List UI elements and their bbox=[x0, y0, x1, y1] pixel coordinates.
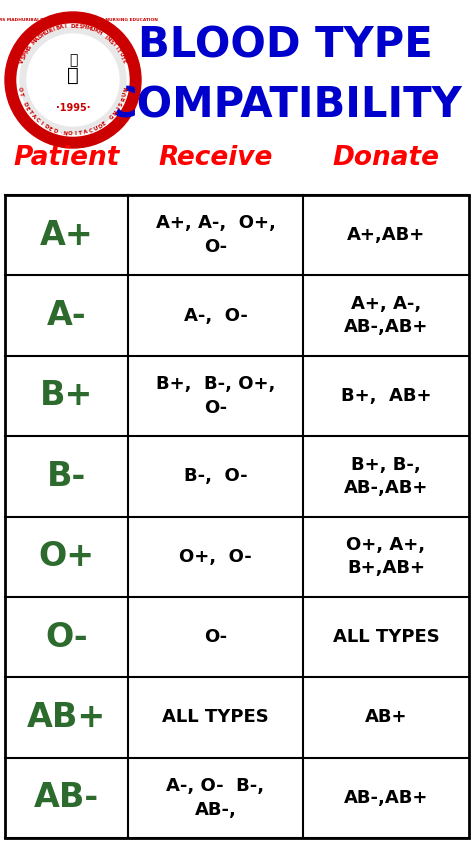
Text: Donate: Donate bbox=[332, 145, 439, 171]
Text: E: E bbox=[47, 126, 53, 132]
Text: V: V bbox=[19, 59, 25, 64]
Text: T: T bbox=[111, 42, 117, 48]
Text: D: D bbox=[52, 128, 58, 134]
Text: M: M bbox=[31, 38, 38, 45]
Circle shape bbox=[17, 24, 129, 136]
Text: E: E bbox=[24, 106, 30, 112]
Text: N: N bbox=[63, 131, 68, 136]
Text: O-: O- bbox=[204, 628, 227, 646]
Text: AB+: AB+ bbox=[27, 701, 106, 734]
Text: R: R bbox=[120, 97, 127, 102]
Text: B-: B- bbox=[47, 460, 86, 493]
Text: A: A bbox=[34, 36, 41, 43]
Bar bbox=[5, 195, 469, 838]
Text: D: D bbox=[71, 24, 75, 29]
Text: O: O bbox=[68, 131, 73, 136]
Text: M: M bbox=[24, 47, 31, 55]
Text: T: T bbox=[27, 110, 33, 116]
Text: 📖: 📖 bbox=[67, 66, 79, 84]
Text: Patient: Patient bbox=[13, 145, 120, 171]
Text: O+: O+ bbox=[38, 541, 94, 573]
Text: A+, A-,  O+,
O-: A+, A-, O+, O- bbox=[155, 215, 275, 256]
Text: A: A bbox=[59, 24, 64, 30]
Text: A-,  O-: A-, O- bbox=[183, 306, 247, 324]
Text: BLOOD TYPE: BLOOD TYPE bbox=[137, 24, 432, 66]
Text: A+,AB+: A+,AB+ bbox=[347, 226, 425, 244]
Text: B: B bbox=[55, 25, 61, 31]
Circle shape bbox=[5, 12, 141, 148]
Text: AB-,AB+: AB-,AB+ bbox=[344, 789, 428, 807]
Text: D: D bbox=[37, 34, 44, 40]
Text: I: I bbox=[103, 35, 108, 40]
Text: I: I bbox=[52, 27, 56, 32]
Text: A+: A+ bbox=[40, 219, 93, 252]
Text: AB+: AB+ bbox=[365, 708, 407, 727]
Text: K: K bbox=[92, 28, 99, 35]
Text: T: T bbox=[79, 131, 83, 136]
Text: G: G bbox=[109, 114, 116, 120]
Text: O+, A+,
B+,AB+: O+, A+, B+,AB+ bbox=[346, 536, 426, 578]
Text: R: R bbox=[47, 28, 54, 35]
Text: P: P bbox=[22, 51, 28, 57]
Text: A+, A-,
AB-,AB+: A+, A-, AB-,AB+ bbox=[344, 295, 428, 336]
Text: C: C bbox=[34, 117, 40, 124]
Text: T: T bbox=[18, 92, 24, 97]
Text: T: T bbox=[119, 56, 125, 61]
Text: U: U bbox=[92, 125, 99, 132]
Text: S: S bbox=[118, 101, 125, 107]
Text: A: A bbox=[30, 114, 37, 120]
Text: U: U bbox=[117, 51, 124, 57]
Circle shape bbox=[27, 34, 119, 126]
Text: D: D bbox=[21, 101, 28, 107]
Text: ·: · bbox=[58, 130, 62, 135]
Text: N: N bbox=[105, 36, 112, 43]
Text: E: E bbox=[101, 120, 108, 127]
Text: D: D bbox=[97, 123, 103, 130]
Text: B+,  B-, O+,
O-: B+, B-, O+, O- bbox=[156, 376, 275, 417]
Text: AB-: AB- bbox=[34, 781, 99, 814]
Text: B-,  O-: B-, O- bbox=[184, 467, 247, 485]
Text: I: I bbox=[39, 121, 44, 126]
Text: B+,  AB+: B+, AB+ bbox=[341, 387, 431, 405]
Text: O: O bbox=[17, 87, 23, 92]
Circle shape bbox=[20, 27, 126, 133]
Text: U: U bbox=[89, 26, 95, 33]
Text: ALL TYPES: ALL TYPES bbox=[333, 628, 439, 646]
Text: A: A bbox=[83, 130, 89, 136]
Text: N: N bbox=[123, 87, 129, 92]
Text: 👤: 👤 bbox=[69, 53, 77, 67]
Text: D: D bbox=[43, 123, 49, 130]
Text: ALL TYPES: ALL TYPES bbox=[162, 708, 269, 727]
Text: A-: A- bbox=[46, 299, 86, 332]
Text: A-, O-  B-,
AB-,: A-, O- B-, AB-, bbox=[166, 777, 264, 818]
Bar bbox=[5, 195, 469, 838]
Text: C: C bbox=[88, 128, 93, 134]
Text: I: I bbox=[74, 131, 77, 136]
Text: S: S bbox=[108, 39, 115, 45]
Text: Receive: Receive bbox=[158, 145, 273, 171]
Text: H: H bbox=[40, 31, 47, 38]
Text: U: U bbox=[122, 92, 128, 98]
Text: S: S bbox=[27, 45, 33, 51]
Text: O+,  O-: O+, O- bbox=[179, 547, 252, 566]
Text: O-: O- bbox=[45, 621, 88, 653]
Text: E: E bbox=[75, 24, 79, 29]
Text: S: S bbox=[20, 55, 27, 61]
Text: ·1995·: ·1995· bbox=[56, 103, 90, 113]
Text: S: S bbox=[78, 24, 83, 29]
Text: E: E bbox=[121, 59, 127, 64]
Text: B+: B+ bbox=[40, 380, 93, 413]
Text: VSPMS MADHURIBAI DESHMUKH INSTITUTE OF NURSING EDUCATION: VSPMS MADHURIBAI DESHMUKH INSTITUTE OF N… bbox=[0, 18, 158, 22]
Text: B+, B-,
AB-,AB+: B+, B-, AB-,AB+ bbox=[344, 456, 428, 497]
Text: I: I bbox=[64, 24, 67, 29]
Text: H: H bbox=[96, 29, 102, 36]
Text: U: U bbox=[44, 29, 50, 36]
Text: I: I bbox=[116, 106, 121, 111]
Text: COMPATIBILITY: COMPATIBILITY bbox=[107, 84, 463, 126]
Text: M: M bbox=[85, 25, 91, 31]
Text: H: H bbox=[82, 24, 87, 30]
Text: I: I bbox=[114, 45, 119, 51]
Text: N: N bbox=[112, 109, 119, 116]
Text: T: T bbox=[116, 48, 122, 54]
